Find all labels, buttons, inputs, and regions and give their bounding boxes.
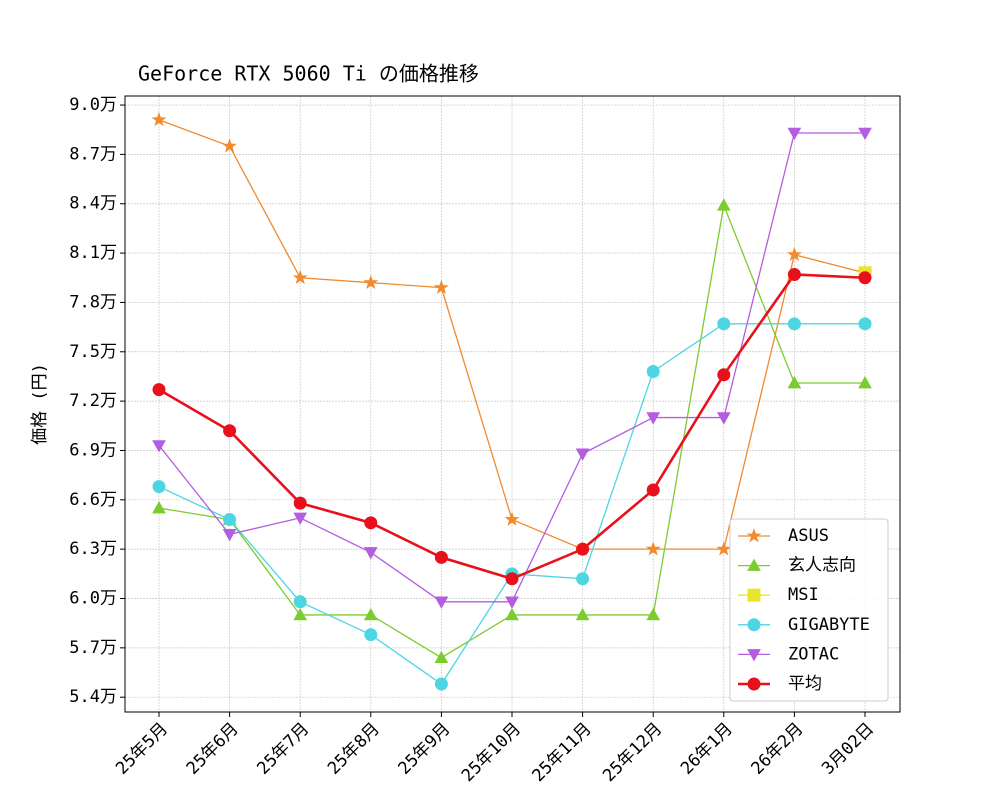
marker — [646, 607, 661, 621]
marker — [505, 572, 519, 586]
y-tick-label: 6.6万 — [69, 490, 117, 510]
marker — [434, 550, 448, 564]
marker — [576, 542, 590, 556]
legend-label: MSI — [788, 585, 819, 605]
y-tick-label: 6.0万 — [69, 589, 117, 609]
marker — [858, 317, 872, 331]
marker — [858, 271, 872, 285]
marker — [364, 516, 378, 530]
marker — [646, 483, 660, 497]
y-tick-label: 8.1万 — [69, 243, 117, 263]
marker — [716, 541, 732, 556]
marker — [505, 607, 519, 621]
marker — [152, 501, 166, 514]
marker — [787, 127, 802, 141]
marker — [434, 596, 449, 609]
marker — [646, 412, 661, 425]
marker — [222, 529, 237, 542]
y-tick-label: 5.7万 — [69, 638, 117, 658]
marker — [645, 541, 661, 556]
legend-label: 平均 — [788, 674, 822, 694]
y-tick-label: 7.8万 — [69, 292, 117, 312]
marker — [716, 412, 731, 425]
marker — [364, 628, 378, 642]
marker — [747, 677, 761, 691]
marker — [747, 558, 761, 571]
marker — [716, 198, 731, 211]
marker — [787, 375, 802, 389]
marker — [293, 595, 307, 609]
marker — [293, 607, 308, 621]
marker — [363, 607, 378, 621]
y-tick-label: 7.5万 — [69, 342, 117, 362]
marker — [575, 607, 590, 621]
marker — [858, 127, 872, 141]
marker — [747, 649, 761, 662]
marker — [152, 383, 166, 397]
marker — [293, 512, 308, 525]
marker — [293, 496, 307, 510]
y-tick-label: 8.4万 — [69, 194, 117, 214]
plot-frame — [124, 95, 901, 713]
marker — [746, 528, 762, 543]
marker — [717, 368, 731, 382]
legend-label: ZOTAC — [788, 644, 839, 664]
marker — [292, 269, 308, 285]
marker — [434, 677, 448, 691]
y-tick-label: 6.3万 — [69, 539, 117, 559]
marker — [786, 246, 802, 262]
chart-title: GeForce RTX 5060 Ti の価格推移 — [138, 62, 479, 86]
legend-label: GIGABYTE — [788, 615, 870, 635]
marker — [576, 572, 590, 586]
y-axis-label: 価格 (円) — [30, 363, 50, 445]
marker — [363, 274, 379, 290]
marker — [434, 650, 449, 664]
marker — [646, 365, 660, 379]
marker — [575, 448, 590, 461]
marker — [363, 547, 378, 560]
marker — [223, 424, 237, 438]
marker — [858, 375, 872, 389]
marker — [152, 440, 166, 453]
marker — [787, 317, 801, 331]
marker — [747, 618, 761, 632]
y-tick-label: 7.2万 — [69, 391, 117, 411]
marker — [505, 596, 519, 609]
marker — [223, 513, 237, 527]
y-tick-label: 5.4万 — [69, 687, 117, 707]
marker — [433, 279, 449, 294]
legend-label: 玄人志向 — [788, 556, 856, 576]
legend-label: ASUS — [788, 526, 829, 546]
y-tick-label: 9.0万 — [69, 95, 117, 115]
marker — [222, 138, 238, 153]
marker — [504, 511, 520, 526]
marker — [152, 480, 166, 494]
marker — [151, 112, 167, 127]
y-tick-label: 8.7万 — [69, 144, 117, 164]
y-tick-label: 6.9万 — [69, 440, 117, 460]
marker — [717, 317, 731, 331]
marker — [747, 588, 761, 602]
marker — [787, 267, 801, 281]
legend-box — [729, 518, 889, 702]
